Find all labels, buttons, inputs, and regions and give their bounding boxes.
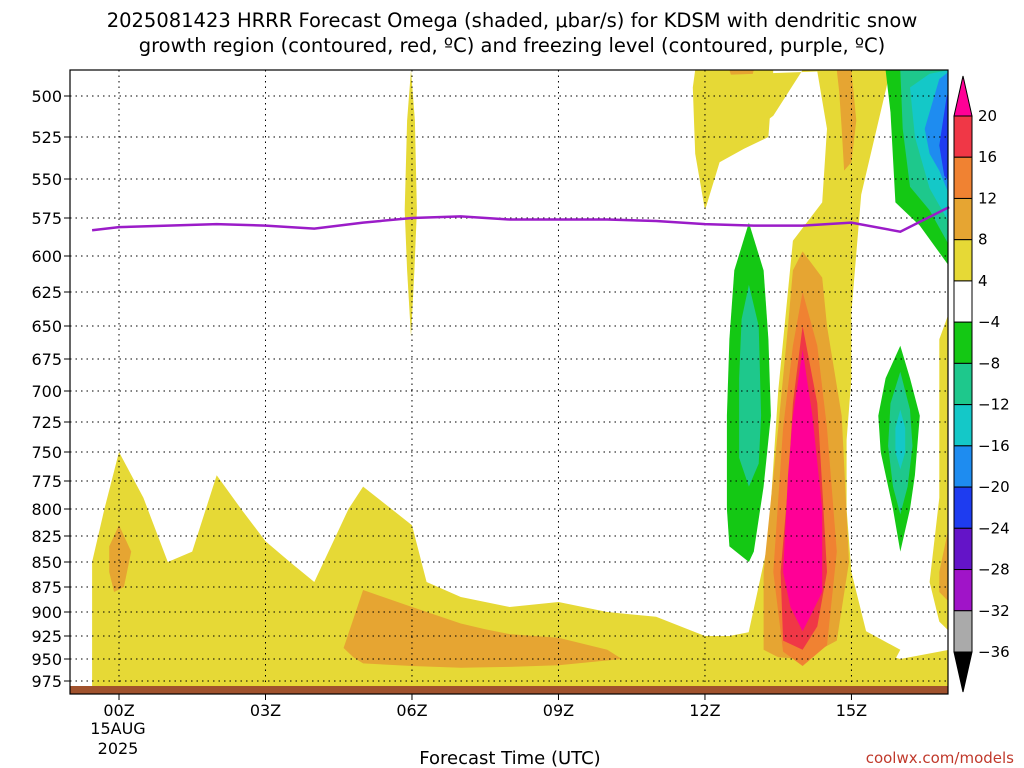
colorbar-label: −28 — [978, 561, 1010, 579]
colorbar-block — [953, 610, 973, 653]
omega-region-1 — [109, 525, 132, 592]
colorbar-label: −12 — [978, 396, 1010, 414]
y-tick-label: 975 — [31, 672, 62, 691]
x-axis-label: Forecast Time (UTC) — [419, 748, 600, 768]
colorbar-label: −8 — [978, 354, 1000, 372]
plot-grid — [70, 70, 948, 694]
credit-label: coolwx.com/models — [866, 749, 1014, 767]
colorbar: 20 16 12 8 4 −4 −8 −12 −16 −20 −24 −28 −32 −36 — [953, 75, 1010, 693]
omega-region-3 — [404, 70, 417, 337]
y-tick-label: 900 — [31, 603, 62, 622]
omega-region-23 — [895, 409, 906, 470]
y-tick-label: 500 — [31, 87, 62, 106]
y-tick-label: 800 — [31, 500, 62, 519]
colorbar-block — [953, 280, 973, 323]
colorbar-label: 12 — [978, 189, 997, 207]
colorbar-label: −32 — [978, 602, 1010, 620]
x-tick-label: 15Z — [836, 701, 867, 720]
y-tick-label: 525 — [31, 128, 62, 147]
y-tick-label: 825 — [31, 527, 62, 546]
colorbar-block — [953, 239, 973, 282]
y-tick-label: 775 — [31, 472, 62, 491]
freezing-level-line — [91, 205, 950, 234]
colorbar-label: −16 — [978, 437, 1010, 455]
colorbar-block — [953, 156, 973, 199]
x-tick-label: 09Z — [543, 701, 574, 720]
omega-shading — [92, 70, 948, 687]
y-tick-label: 600 — [31, 247, 62, 266]
omega-region-12 — [929, 315, 948, 631]
omega-region-2 — [343, 590, 622, 668]
omega-region-15 — [739, 284, 762, 487]
colorbar-block — [953, 569, 973, 612]
chart-title-line-2: growth region (contoured, red, ºC) and f… — [139, 34, 886, 57]
colorbar-block — [953, 445, 973, 488]
x-axis-ticks: 00Z 03Z 06Z 09Z 12Z 15Z — [103, 694, 867, 720]
y-tick-label: 950 — [31, 650, 62, 669]
omega-region-7 — [836, 70, 857, 171]
colorbar-label: −24 — [978, 519, 1010, 537]
x-tick-label: 06Z — [396, 701, 427, 720]
colorbar-label: 8 — [978, 231, 988, 249]
y-tick-label: 850 — [31, 553, 62, 572]
colorbar-label: −20 — [978, 478, 1010, 496]
y-tick-label: 725 — [31, 413, 62, 432]
colorbar-block — [953, 197, 973, 241]
colorbar-block — [953, 404, 973, 447]
colorbar-label: 16 — [978, 148, 997, 166]
y-tick-label: 925 — [31, 627, 62, 646]
y-tick-label: 625 — [31, 283, 62, 302]
colorbar-block — [953, 362, 973, 406]
omega-region-11 — [783, 349, 823, 632]
colorbar-label: −36 — [978, 643, 1010, 661]
x-tick-label: 03Z — [250, 701, 281, 720]
chart-title-line-1: 2025081423 HRRR Forecast Omega (shaded, … — [107, 9, 918, 32]
y-tick-label: 650 — [31, 317, 62, 336]
colorbar-block — [953, 115, 973, 158]
y-tick-label: 750 — [31, 443, 62, 462]
y-tick-label: 700 — [31, 382, 62, 401]
y-tick-label: 575 — [31, 209, 62, 228]
y-axis-ticks: 500 525 550 575 600 625 650 675 700 725 750 775 800 8… — [31, 87, 70, 691]
colorbar-block — [953, 321, 973, 364]
colorbar-block — [953, 486, 973, 529]
y-tick-label: 550 — [31, 170, 62, 189]
y-tick-label: 675 — [31, 350, 62, 369]
omega-region-13 — [939, 530, 948, 601]
colorbar-block — [953, 527, 973, 571]
x-date-label-day: 15AUG — [90, 719, 145, 738]
colorbar-top-arrow — [953, 75, 973, 117]
ground-bar — [70, 686, 948, 694]
plot-frame — [69, 69, 949, 695]
y-tick-label: 875 — [31, 578, 62, 597]
omega-region-20 — [939, 93, 948, 181]
x-tick-label: 00Z — [103, 701, 134, 720]
omega-region-0 — [92, 452, 948, 687]
x-date-label-year: 2025 — [98, 739, 139, 758]
colorbar-label: 4 — [978, 272, 988, 290]
colorbar-label: −4 — [978, 313, 1000, 331]
x-tick-label: 12Z — [689, 701, 720, 720]
colorbar-bottom-arrow — [953, 651, 973, 693]
colorbar-label: 20 — [978, 107, 997, 125]
